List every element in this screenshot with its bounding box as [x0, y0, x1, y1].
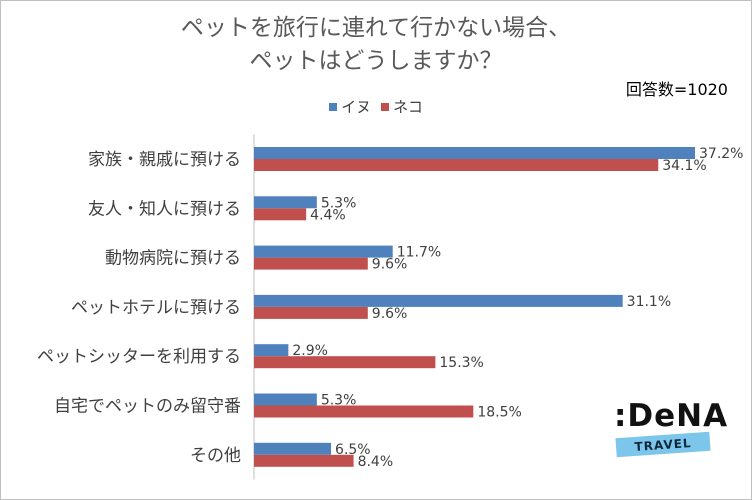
legend-item-dog: イヌ — [329, 96, 371, 117]
category-label: 家族・親戚に預ける — [88, 150, 241, 170]
category-label: ペットシッターを利用する — [37, 347, 241, 367]
legend-swatch-dog — [329, 102, 338, 111]
logo-wordmark: :DeNA — [614, 398, 729, 434]
chart-title-line2: ペットはどうしますか？ — [249, 48, 503, 74]
bar-cat — [254, 356, 436, 369]
data-label-cat: 4.4% — [310, 207, 346, 223]
category-label: 動物病院に預ける — [105, 249, 241, 269]
dena-travel-logo: :DeNA TRAVEL — [612, 398, 727, 468]
data-label-cat: 34.1% — [662, 158, 706, 174]
bar-dog — [254, 393, 317, 406]
bar-dog — [254, 344, 289, 357]
data-label-dog: 2.9% — [292, 343, 328, 359]
bar-cat — [254, 159, 659, 171]
chart-title-line1: ペットを旅行に連れて行かない場合、 — [180, 15, 572, 41]
data-label-dog: 5.3% — [321, 393, 357, 409]
bar-dog — [254, 245, 393, 258]
category-label: ペットホテルに預ける — [71, 298, 241, 318]
bar-cat — [254, 257, 368, 270]
data-label-dog: 37.2% — [699, 146, 743, 162]
data-label-cat: 18.5% — [477, 405, 521, 421]
data-label-dog: 31.1% — [627, 294, 671, 310]
data-label-cat: 9.6% — [372, 257, 408, 273]
legend-item-cat: ネコ — [381, 96, 423, 117]
bar-dog — [254, 147, 695, 159]
bar-cat — [254, 405, 474, 418]
category-label: その他 — [190, 446, 241, 466]
data-label-dog: 5.3% — [321, 195, 357, 211]
data-label-cat: 8.4% — [358, 454, 394, 470]
data-label-cat: 15.3% — [439, 355, 483, 371]
bar-dog — [254, 196, 317, 209]
bar-cat — [254, 208, 307, 221]
logo-subtitle: TRAVEL — [634, 435, 692, 454]
bar-dog — [254, 442, 332, 455]
respondent-count: 回答数=1020 — [625, 80, 728, 99]
bar-dog — [254, 294, 623, 307]
logo-band: TRAVEL — [615, 431, 711, 458]
data-label-cat: 9.6% — [372, 306, 408, 322]
category-label: 自宅でペットのみ留守番 — [54, 397, 241, 417]
data-label-dog: 6.5% — [335, 442, 371, 458]
bar-cat — [254, 454, 354, 467]
legend-swatch-cat — [381, 102, 390, 111]
data-label-dog: 11.7% — [397, 245, 441, 261]
bar-cat — [254, 306, 368, 319]
legend-label-cat: ネコ — [393, 98, 423, 116]
legend: イヌ ネコ — [0, 96, 752, 117]
legend-label-dog: イヌ — [341, 98, 372, 116]
category-label: 友人・知人に預ける — [88, 199, 241, 219]
